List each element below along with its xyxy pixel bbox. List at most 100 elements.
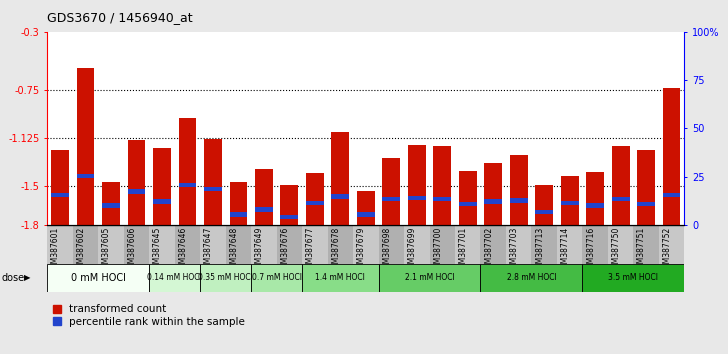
Bar [633,225,659,264]
Bar [612,197,630,201]
Bar [535,210,553,214]
Bar [229,212,248,217]
Text: GSM387701: GSM387701 [459,226,467,273]
Bar [404,225,430,264]
Text: GSM387678: GSM387678 [331,226,341,273]
Text: 1.4 mM HOCl: 1.4 mM HOCl [315,273,365,282]
Bar [612,146,630,225]
Bar [226,225,251,264]
Text: GSM387714: GSM387714 [561,226,569,273]
Bar [459,171,477,225]
Bar [455,225,480,264]
Text: dose: dose [1,273,25,283]
Bar [47,264,149,292]
Bar [302,225,328,264]
Bar [328,225,353,264]
Text: ▶: ▶ [24,273,31,282]
Text: GSM387716: GSM387716 [586,226,595,273]
Bar [561,201,579,205]
Bar [255,207,273,212]
Bar [251,225,277,264]
Bar [178,118,197,225]
Text: 0 mM HOCl: 0 mM HOCl [71,273,126,283]
Bar [608,225,633,264]
Text: GSM387699: GSM387699 [408,226,416,273]
Bar [302,264,379,292]
Bar [280,185,298,225]
Text: 0.7 mM HOCl: 0.7 mM HOCl [252,273,301,282]
Bar [204,187,222,191]
Text: GSM387703: GSM387703 [510,226,518,273]
Text: GSM387648: GSM387648 [229,226,239,273]
Bar [175,225,200,264]
Text: GSM387602: GSM387602 [76,226,86,273]
Bar [251,264,302,292]
Text: 0.35 mM HOCl: 0.35 mM HOCl [198,273,253,282]
Bar [480,264,582,292]
Bar [382,158,400,225]
Text: GSM387702: GSM387702 [484,226,494,273]
Bar [510,155,528,225]
Bar [582,264,684,292]
Text: 2.1 mM HOCl: 2.1 mM HOCl [405,273,454,282]
Bar [127,140,146,225]
Bar [408,145,426,225]
Text: GSM387750: GSM387750 [612,226,620,273]
Bar [662,193,681,198]
Bar [331,194,349,199]
Bar [582,225,608,264]
Bar [331,132,349,225]
Text: 3.5 mM HOCl: 3.5 mM HOCl [609,273,658,282]
Text: GSM387679: GSM387679 [357,226,366,273]
Bar [149,225,175,264]
Bar [561,176,579,225]
Bar [379,264,480,292]
Bar [484,163,502,225]
Bar [229,182,248,225]
Bar [535,185,553,225]
Bar [178,183,197,187]
Bar [430,225,455,264]
Bar [480,225,506,264]
Bar [557,225,582,264]
Bar [662,88,681,225]
Bar [76,174,95,178]
Text: GSM387646: GSM387646 [178,226,188,273]
Bar [379,225,404,264]
Text: GSM387606: GSM387606 [127,226,137,273]
Text: GSM387601: GSM387601 [51,226,60,273]
Text: 0.14 mM HOCl: 0.14 mM HOCl [147,273,202,282]
Text: GSM387751: GSM387751 [637,226,646,273]
Bar [510,198,528,202]
Bar [506,225,531,264]
Bar [255,170,273,225]
Text: GSM387676: GSM387676 [280,226,290,273]
Bar [149,264,200,292]
Text: GSM387677: GSM387677 [306,226,314,273]
Bar [280,215,298,219]
Bar [124,225,149,264]
Bar [98,225,124,264]
Bar [586,172,604,225]
Bar [277,225,302,264]
Bar [459,202,477,206]
Bar [659,225,684,264]
Bar [200,264,251,292]
Bar [306,173,324,225]
Bar [204,139,222,225]
Text: GSM387645: GSM387645 [153,226,162,273]
Bar [408,195,426,200]
Bar [586,203,604,208]
Text: GSM387752: GSM387752 [662,226,671,273]
Bar [357,192,375,225]
Bar [73,225,98,264]
Bar [47,225,73,264]
Bar [531,225,557,264]
Text: GSM387713: GSM387713 [535,226,544,273]
Bar [102,182,120,225]
Bar [433,197,451,201]
Bar [484,199,502,204]
Bar [76,68,95,225]
Bar [153,199,171,204]
Bar [127,189,146,194]
